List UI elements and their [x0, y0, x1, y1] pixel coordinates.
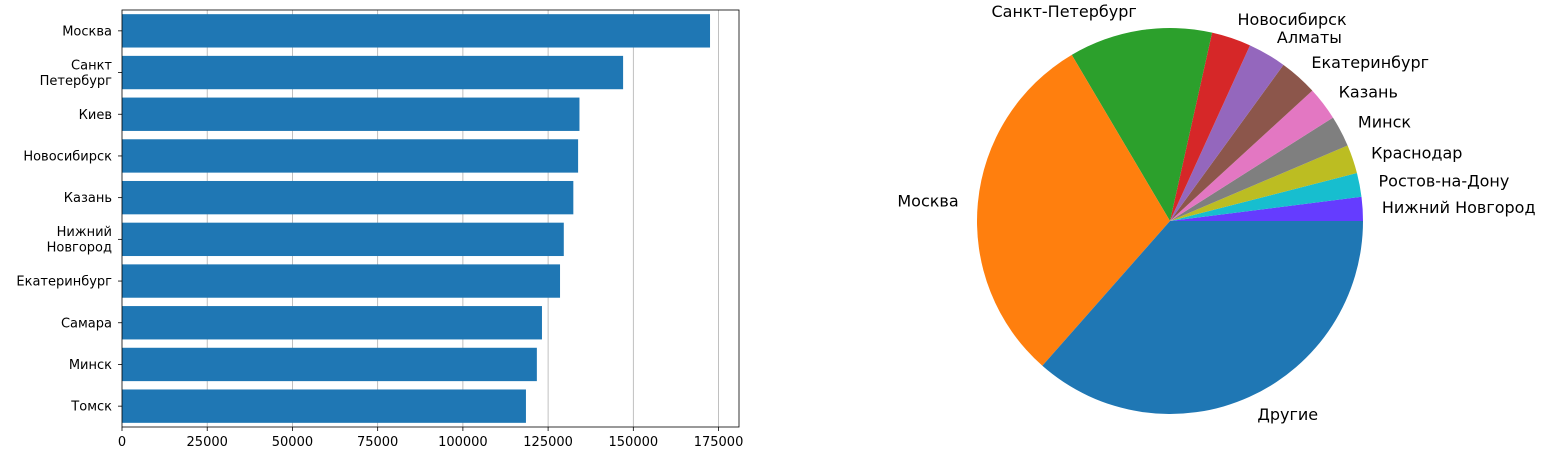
pie-slice-label: Краснодар	[1371, 143, 1462, 162]
pie-slice	[1170, 64, 1313, 222]
y-tick-label-line: Томск	[70, 400, 112, 415]
y-tick-label: Киев	[79, 108, 112, 123]
pie-slice-label: Санкт-Петербург	[991, 2, 1136, 21]
x-tick-label: 25000	[187, 435, 228, 450]
y-tick-label-line: Новосибирск	[23, 149, 112, 164]
x-tick-label: 150000	[609, 435, 659, 450]
y-tick-label-line: Москва	[62, 24, 112, 39]
pie-slice-label: Ростов-на-Дону	[1379, 172, 1510, 191]
pie-slice	[1170, 173, 1362, 221]
y-tick-label-line: Минск	[69, 358, 112, 373]
pie-chart: Нижний Новгород Ростов-на-Дону Краснодар Ми…	[897, 2, 1535, 424]
bar	[122, 14, 711, 48]
bar	[122, 264, 561, 298]
y-tick-label-line: Санкт	[71, 58, 112, 73]
y-tick-label-line: Екатеринбург	[16, 275, 112, 290]
y-tick-label: Казань	[64, 191, 112, 206]
pie-slice	[1071, 28, 1213, 222]
bar	[122, 180, 574, 215]
x-tick-label: 75000	[357, 435, 398, 450]
x-tick-label: 0	[118, 435, 126, 450]
bar	[122, 97, 580, 131]
x-tick-label: 50000	[272, 435, 313, 450]
y-tick-label-line: Казань	[64, 191, 112, 206]
y-tick-label-line: Нижний	[57, 225, 112, 240]
y-tick-label: Новосибирск	[23, 149, 112, 164]
bar	[122, 222, 564, 257]
y-tick-label-line: Петербург	[40, 74, 113, 89]
x-tick-label: 100000	[438, 435, 488, 450]
y-tick-label: Самара	[61, 316, 112, 331]
bar	[122, 55, 624, 90]
y-tick-label-line: Киев	[79, 108, 112, 123]
pie-slice-label: Алматы	[1277, 28, 1342, 47]
y-tick-label: Санкт Петербург	[40, 58, 113, 89]
pie-slice	[1170, 45, 1284, 221]
pie-slice	[1170, 32, 1250, 221]
y-tick-label-line: Самара	[61, 316, 112, 331]
bar	[122, 389, 526, 423]
pie-slice-label: Екатеринбург	[1311, 53, 1429, 72]
pie-slice-label: Новосибирск	[1238, 10, 1347, 29]
y-tick-label: Екатеринбург	[16, 275, 112, 290]
pie-slice	[1170, 145, 1357, 221]
bar	[122, 306, 542, 340]
pie-slice-label: Другие	[1257, 405, 1318, 424]
pie-slice-label: Москва	[897, 192, 958, 211]
x-tick-label: 175000	[694, 435, 744, 450]
pie-slice-label: Нижний Новгород	[1382, 198, 1536, 217]
pie-slice	[1042, 221, 1363, 414]
axes-frame	[121, 9, 740, 428]
y-tick-label: Нижний Новгород	[47, 225, 112, 256]
pie-slice	[1170, 196, 1363, 221]
y-tick-label: Минск	[69, 358, 112, 373]
y-tick-label: Томск	[70, 400, 112, 415]
y-tick-label: Москва	[62, 24, 112, 39]
y-tick-label-line: Новгород	[47, 241, 112, 256]
bar	[122, 139, 579, 173]
bar	[122, 347, 537, 382]
pie-slice	[977, 54, 1170, 366]
pie-slice	[1170, 117, 1348, 221]
bar-chart: Москва Санкт Петербург Киев Новосибирск Казан…	[16, 9, 744, 450]
pie-slice-label: Минск	[1358, 113, 1411, 132]
pie-slice	[1170, 90, 1333, 221]
pie-slice-label: Казань	[1339, 82, 1398, 101]
x-tick-label: 125000	[523, 435, 573, 450]
